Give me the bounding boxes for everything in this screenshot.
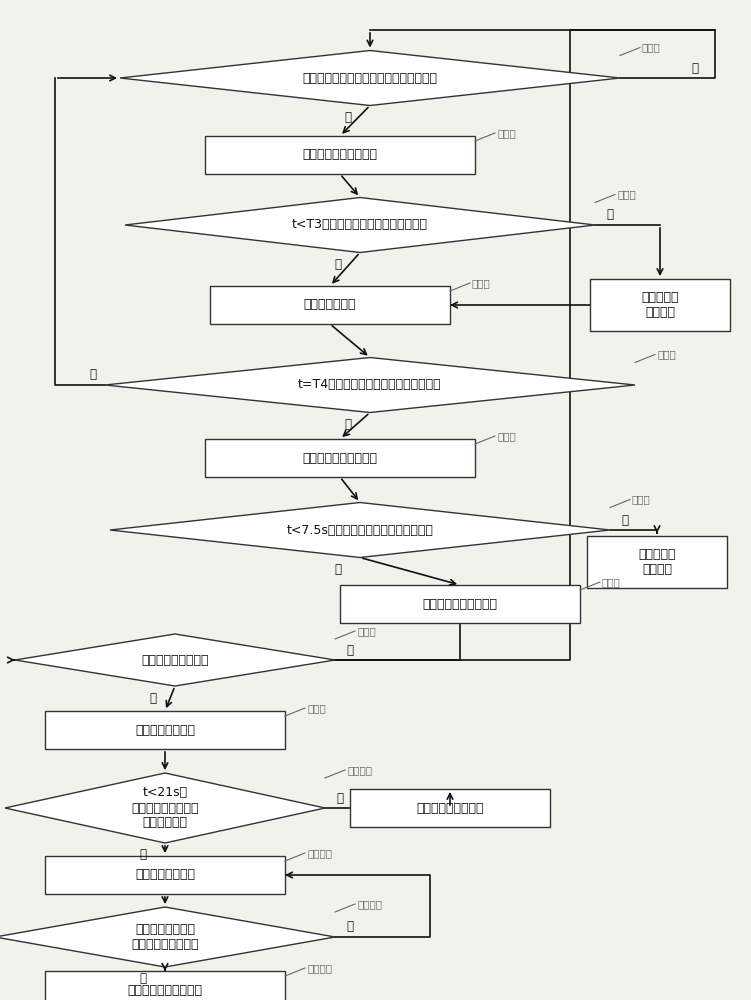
Text: 步骤九: 步骤九 — [357, 626, 376, 636]
Text: t<T3，且倒臂放料装置到达放料位置: t<T3，且倒臂放料装置到达放料位置 — [292, 219, 428, 232]
Text: 步骤八: 步骤八 — [602, 577, 621, 587]
FancyBboxPatch shape — [205, 439, 475, 477]
Text: 否: 否 — [622, 514, 629, 526]
Text: 步骤六: 步骤六 — [497, 431, 516, 441]
Text: t<7.5s，且倒臂放料装置到达起始位置: t<7.5s，且倒臂放料装置到达起始位置 — [287, 524, 433, 536]
Text: t=T4，且倒臂上一级设备满足复位条件: t=T4，且倒臂上一级设备满足复位条件 — [298, 378, 442, 391]
Text: 是: 是 — [334, 258, 342, 271]
Text: 平移装置平移启动: 平移装置平移启动 — [135, 724, 195, 736]
FancyBboxPatch shape — [340, 585, 580, 623]
Text: 步骤十二: 步骤十二 — [307, 848, 332, 858]
Text: 输送装置上有料，
且平移装置在初始位: 输送装置上有料， 且平移装置在初始位 — [131, 923, 199, 951]
Text: 否: 否 — [346, 644, 354, 656]
Text: 否: 否 — [607, 209, 614, 222]
FancyBboxPatch shape — [587, 536, 727, 588]
Text: 输送装置将钢管送出。: 输送装置将钢管送出。 — [128, 984, 203, 996]
Polygon shape — [5, 773, 325, 843]
Text: 步骤四: 步骤四 — [472, 278, 490, 288]
Text: 否: 否 — [89, 368, 96, 381]
Text: 是: 是 — [334, 563, 342, 576]
Text: 步骤十: 步骤十 — [307, 703, 326, 713]
Text: 倒臂放料装置放料启动: 倒臂放料装置放料启动 — [303, 148, 378, 161]
Text: 是: 是 — [345, 111, 351, 124]
Text: 步骤五: 步骤五 — [657, 350, 676, 360]
Text: 复位超时，
异常报警: 复位超时， 异常报警 — [638, 548, 676, 576]
Text: 是: 是 — [140, 972, 146, 986]
Text: 是: 是 — [345, 418, 351, 431]
FancyBboxPatch shape — [210, 286, 450, 324]
Text: 倒臂放料装置上有料且分料器分料已完成: 倒臂放料装置上有料且分料器分料已完成 — [303, 72, 438, 85]
FancyBboxPatch shape — [45, 971, 285, 1000]
FancyBboxPatch shape — [45, 856, 285, 894]
Text: 否: 否 — [336, 792, 343, 804]
Text: 倒臂放料装置复位启动: 倒臂放料装置复位启动 — [303, 452, 378, 464]
Text: 放料超时，
异常报警: 放料超时， 异常报警 — [641, 291, 679, 319]
Text: 复位超时，异常报警: 复位超时，异常报警 — [416, 802, 484, 814]
Text: 倒臂放料装置复位完成: 倒臂放料装置复位完成 — [423, 597, 497, 610]
Text: 步骤二: 步骤二 — [497, 128, 516, 138]
Text: 否: 否 — [346, 920, 354, 934]
Text: 是: 是 — [140, 848, 146, 861]
Text: 否: 否 — [692, 62, 698, 75]
FancyBboxPatch shape — [590, 279, 730, 331]
Polygon shape — [110, 502, 610, 558]
FancyBboxPatch shape — [205, 136, 475, 174]
Text: 是: 是 — [149, 692, 156, 704]
Polygon shape — [15, 634, 335, 686]
Text: 步骤一: 步骤一 — [642, 42, 661, 52]
Polygon shape — [120, 50, 620, 105]
Text: t<21s，
且平移装置移送完成
返回初始位置: t<21s， 且平移装置移送完成 返回初始位置 — [131, 786, 199, 830]
Polygon shape — [0, 907, 335, 967]
Text: 步骤十四: 步骤十四 — [307, 963, 332, 973]
Polygon shape — [125, 198, 595, 252]
FancyBboxPatch shape — [45, 711, 285, 749]
Text: 步骤三: 步骤三 — [617, 190, 636, 200]
Text: 步骤十一: 步骤十一 — [347, 765, 372, 775]
Text: 分料器分料启动: 分料器分料启动 — [303, 298, 356, 312]
Text: 平移装置移送完成: 平移装置移送完成 — [135, 868, 195, 882]
Text: 输送装置送料已完成: 输送装置送料已完成 — [141, 654, 209, 666]
Polygon shape — [105, 358, 635, 412]
Text: 步骤十三: 步骤十三 — [357, 899, 382, 909]
FancyBboxPatch shape — [350, 789, 550, 827]
Text: 步骤七: 步骤七 — [632, 494, 651, 504]
